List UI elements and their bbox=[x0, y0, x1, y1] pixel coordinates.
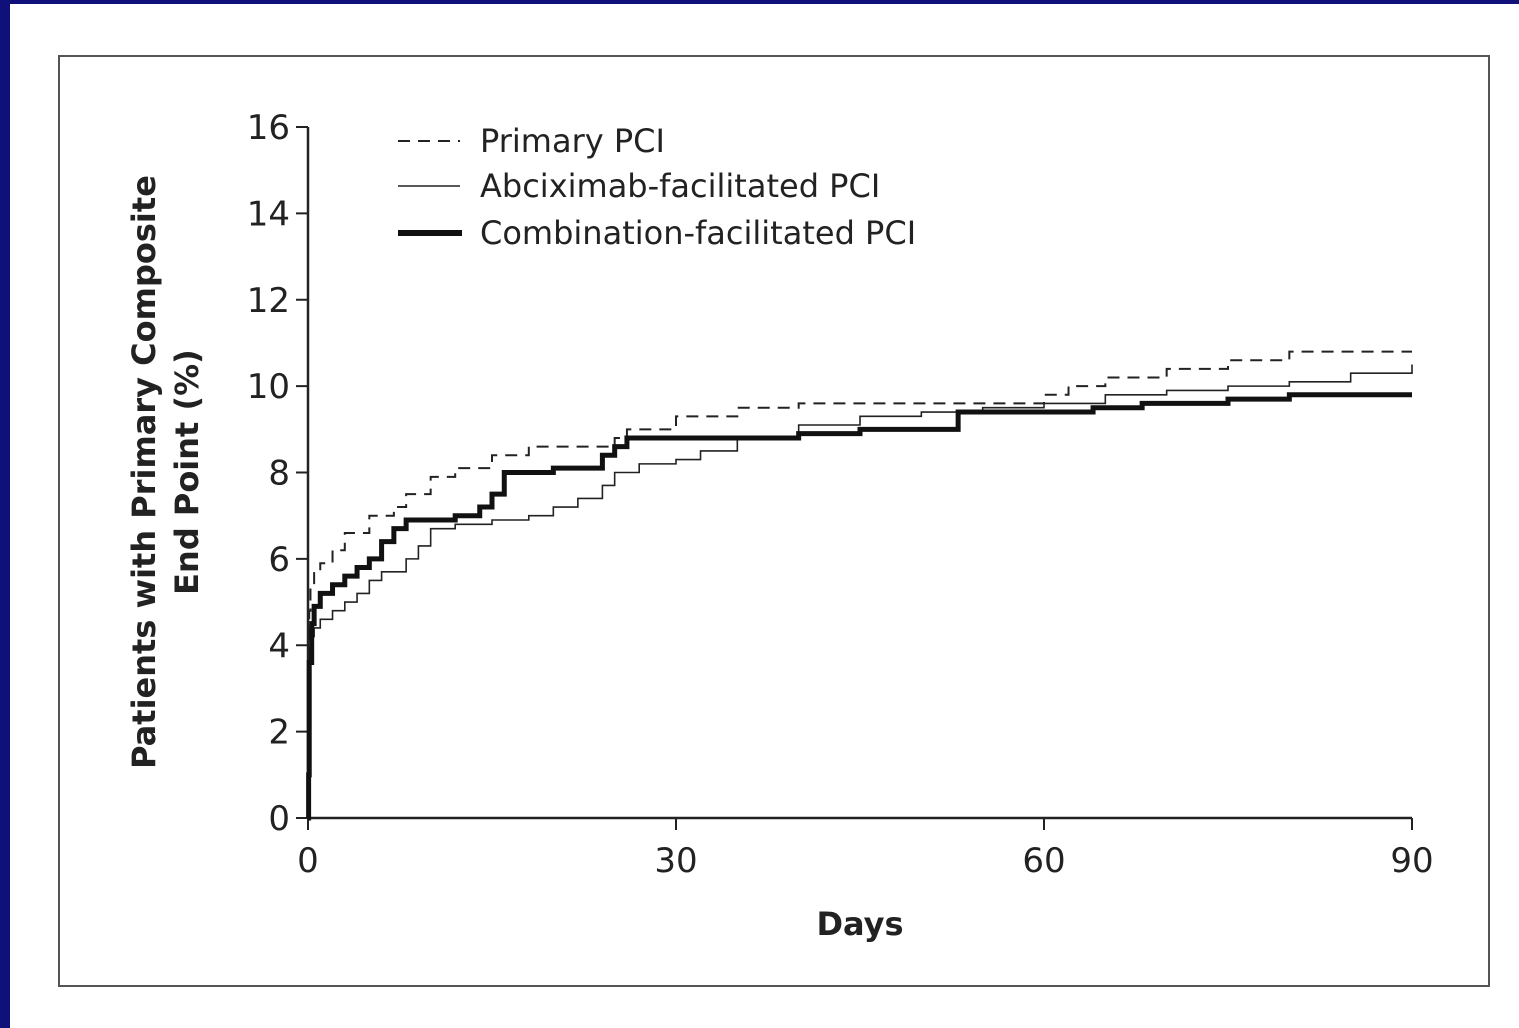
y-tick-label: 4 bbox=[268, 626, 290, 666]
x-ticks: 0 30 60 90 bbox=[297, 818, 1434, 881]
legend: Primary PCI Abciximab-facilitated PCI Co… bbox=[398, 122, 916, 252]
legend-label-abciximab-pci: Abciximab-facilitated PCI bbox=[480, 167, 880, 205]
legend-label-combination-pci: Combination-facilitated PCI bbox=[480, 214, 916, 252]
x-axis-title: Days bbox=[816, 905, 903, 943]
y-tick-label: 6 bbox=[268, 540, 290, 580]
y-tick-label: 2 bbox=[268, 713, 290, 753]
y-axis-title-line1: Patients with Primary Composite bbox=[125, 175, 163, 769]
y-tick-label: 12 bbox=[247, 281, 290, 321]
series-group bbox=[306, 350, 1413, 821]
x-tick-label: 60 bbox=[1022, 841, 1065, 881]
legend-label-primary-pci: Primary PCI bbox=[480, 122, 665, 160]
y-tick-label: 0 bbox=[268, 799, 290, 839]
series-line-combination-facilitated-pci bbox=[306, 392, 1412, 821]
y-ticks: 0 2 4 6 8 10 12 14 16 bbox=[247, 108, 308, 839]
y-tick-label: 14 bbox=[247, 194, 290, 234]
x-tick-label: 30 bbox=[654, 841, 697, 881]
series-line-primary-pci bbox=[308, 350, 1412, 819]
chart-panel bbox=[58, 55, 1490, 987]
x-tick-label: 0 bbox=[297, 841, 319, 881]
y-tick-label: 8 bbox=[268, 454, 290, 494]
x-tick-label: 90 bbox=[1390, 841, 1433, 881]
y-tick-label: 16 bbox=[247, 108, 290, 148]
y-axis-title-line2: End Point (%) bbox=[168, 349, 206, 595]
y-tick-label: 10 bbox=[247, 367, 290, 407]
series-line-abciximab-facilitated-pci bbox=[308, 364, 1413, 819]
